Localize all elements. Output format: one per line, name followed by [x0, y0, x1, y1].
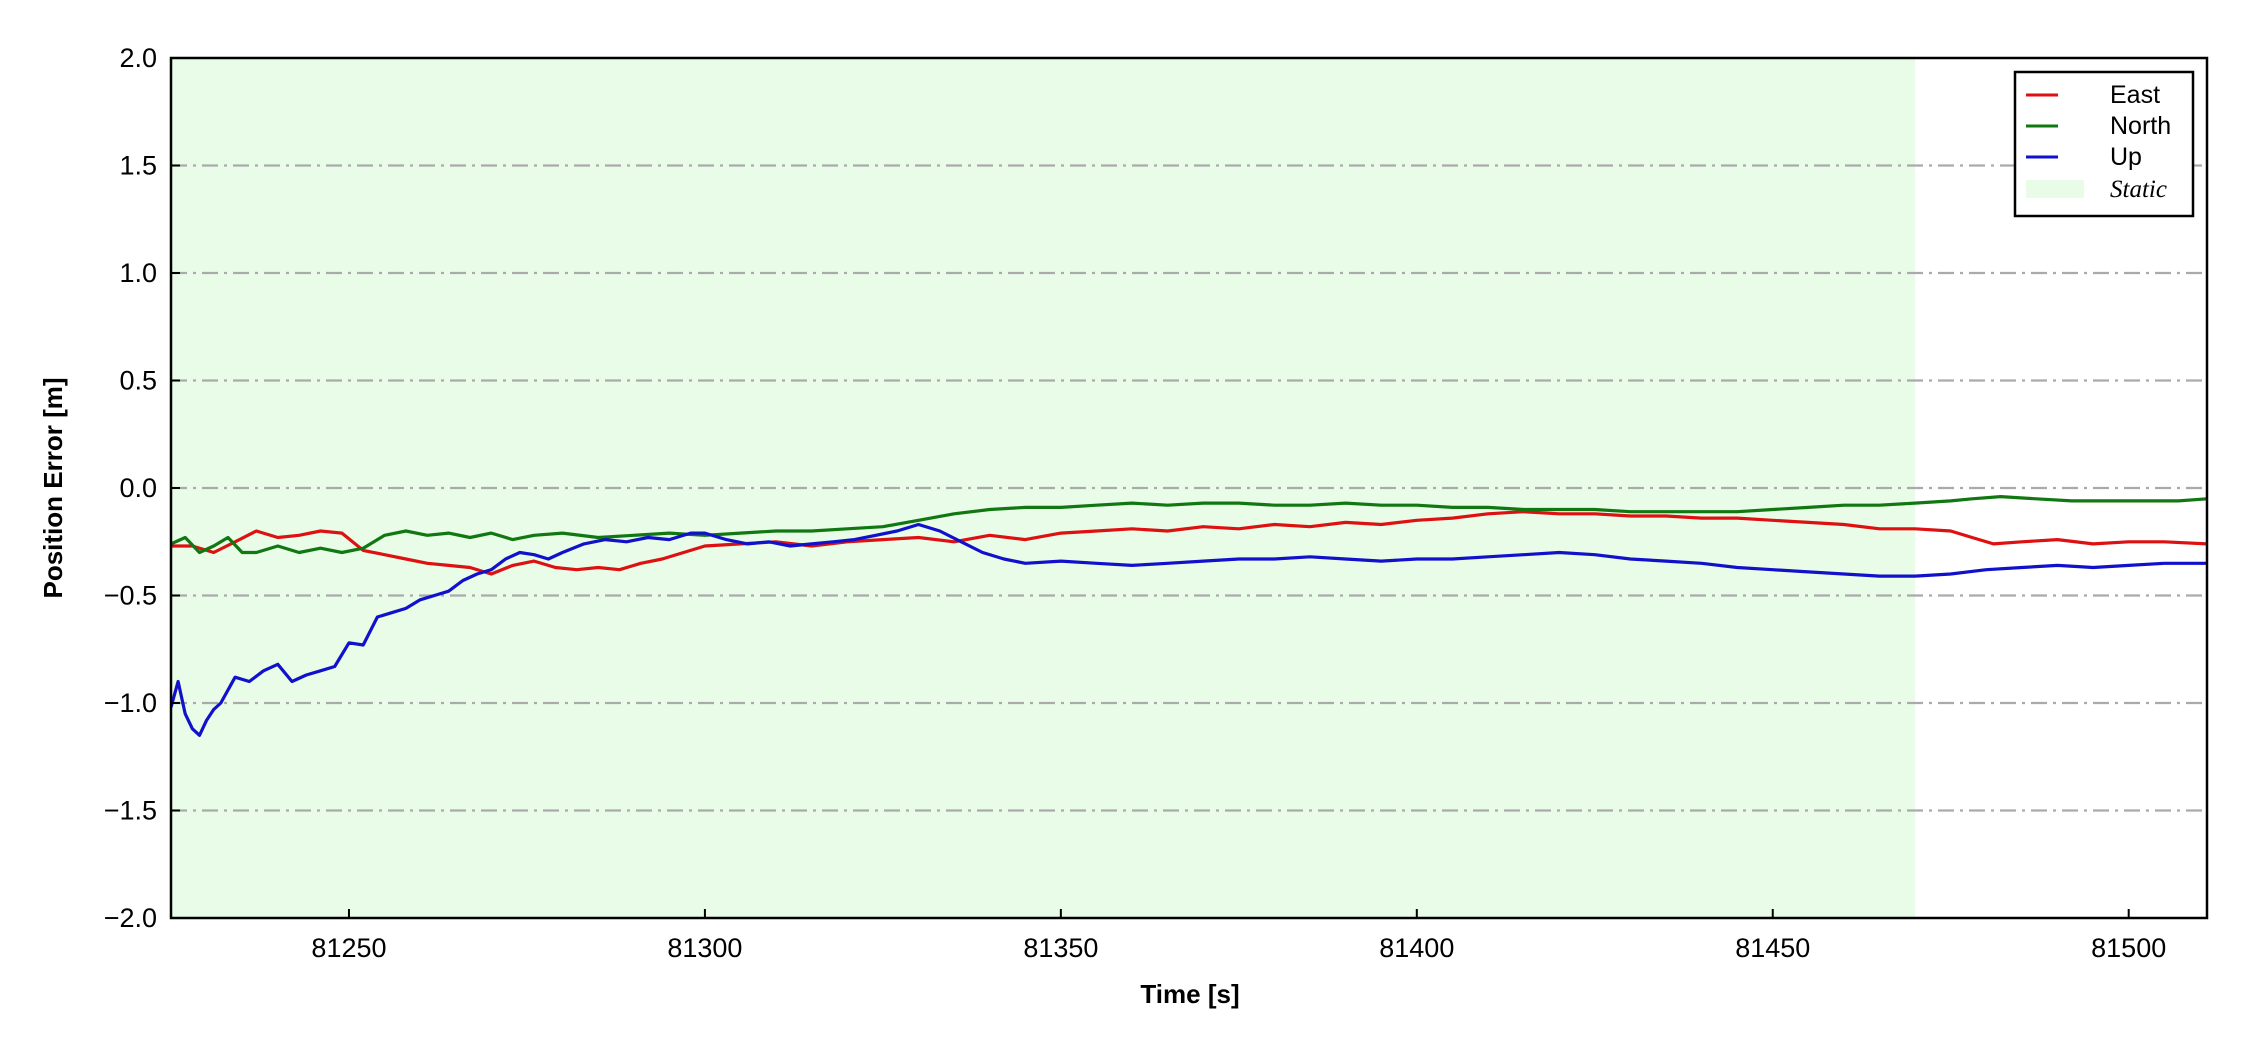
plot-area	[171, 58, 2207, 918]
x-tick-label: 81500	[2091, 933, 2166, 963]
y-tick-label: 0.5	[119, 366, 157, 396]
y-tick-label: 1.5	[119, 151, 157, 181]
y-axis-label: Position Error [m]	[38, 377, 68, 598]
legend-label-up: Up	[2110, 143, 2142, 171]
legend-label-static: Static	[2110, 176, 2167, 203]
y-tick-label: −2.0	[104, 903, 157, 933]
legend-label-east: East	[2110, 81, 2160, 109]
series-line-east	[171, 510, 2207, 576]
legend-label-north: North	[2110, 112, 2171, 140]
axes-layer: 2.0 1.5 1.0 0.5 0.0 −0.5 −1.0 −1.5 −2.0 81250 8130…	[104, 43, 2209, 963]
x-tick-label: 81350	[1023, 933, 1098, 963]
x-tick-label: 81400	[1379, 933, 1454, 963]
y-tick-label: −1.5	[104, 796, 157, 826]
y-tick-label: 2.0	[119, 43, 157, 73]
legend: East North Up Static	[2013, 70, 2195, 218]
x-tick-label: 81300	[667, 933, 742, 963]
x-axis-label: Time [s]	[1140, 979, 1239, 1009]
x-tick-label: 81250	[311, 933, 386, 963]
y-tick-label: 1.0	[119, 258, 157, 288]
y-tick-label: −1.0	[104, 688, 157, 718]
y-tick-label: 0.0	[119, 473, 157, 503]
series-line-up	[171, 522, 2207, 737]
x-tick-label: 81450	[1735, 933, 1810, 963]
legend-swatch-static	[2026, 180, 2084, 198]
y-tick-label: −0.5	[104, 581, 157, 611]
series-line-north	[171, 495, 2207, 555]
